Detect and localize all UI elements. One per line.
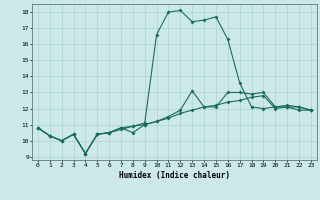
X-axis label: Humidex (Indice chaleur): Humidex (Indice chaleur) [119,171,230,180]
